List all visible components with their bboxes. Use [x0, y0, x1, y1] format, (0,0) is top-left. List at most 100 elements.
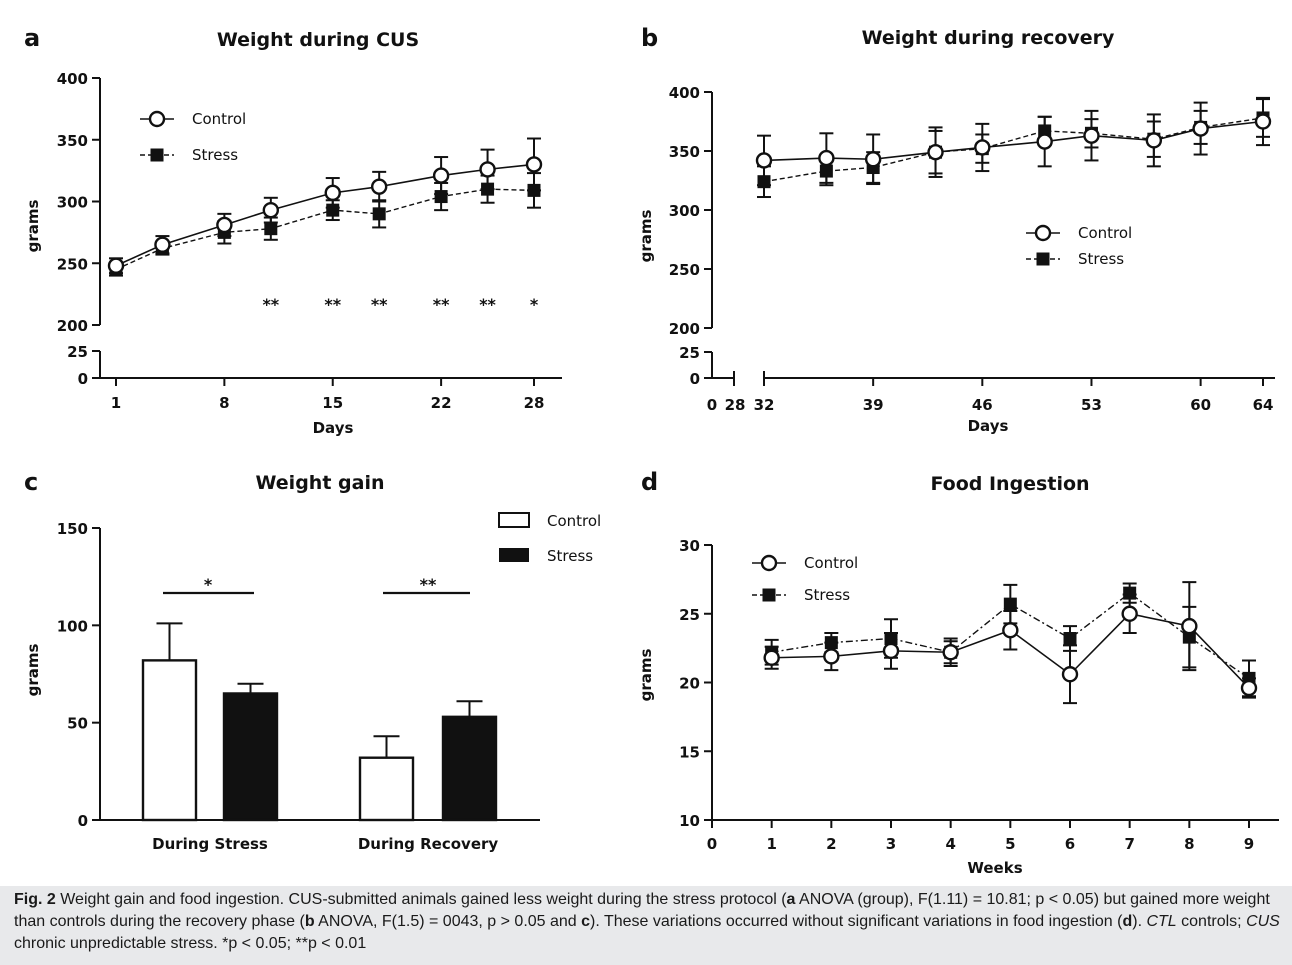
d-xtick-label-8: 8	[1184, 835, 1194, 853]
b-control-line	[763, 120, 1264, 162]
a-legend-control-label: Control	[192, 110, 246, 128]
a-xlabel: Days	[313, 419, 354, 437]
a-ytick-label-250: 250	[57, 255, 88, 273]
b-control-point-7	[1145, 132, 1163, 149]
panel-b-title: Weight during recovery	[862, 27, 1115, 49]
c-ytick-label-50: 50	[67, 715, 88, 733]
b-xtick-label-0: 0	[707, 396, 717, 414]
a-control-point-2	[216, 216, 233, 234]
caption-abbr-ctl: CTL	[1146, 913, 1177, 930]
a-xtick-label-15: 15	[322, 394, 343, 412]
b-xtick-label-28: 28	[725, 396, 746, 414]
b-xtick-label-60: 60	[1190, 396, 1211, 414]
a-stress-point-3	[264, 222, 278, 236]
a-control-point-5	[370, 178, 388, 195]
b-xlabel: Days	[968, 417, 1009, 435]
d-xtick-label-3: 3	[886, 835, 896, 853]
d-xtick-label-2: 2	[826, 835, 836, 853]
caption-text-2: ANOVA (group), F(1.11) = 10.81; p < 0.05…	[14, 891, 1270, 930]
b-xtick-label-64: 64	[1253, 396, 1274, 414]
d-control-point-7	[1181, 617, 1198, 635]
d-control-point-6	[1121, 605, 1138, 622]
panel-d-letter: d	[641, 468, 658, 496]
b-ylabel: grams	[637, 210, 655, 263]
caption-background	[0, 886, 1292, 965]
a-control-point-0	[107, 257, 125, 274]
a-stress-point-8	[527, 183, 541, 197]
b-ytick-label-25: 25	[679, 344, 700, 362]
a-stress-point-7	[481, 182, 495, 196]
a-control-point-3	[262, 201, 280, 219]
b-control-point-1	[818, 149, 835, 167]
a-ytick-label-0: 0	[78, 370, 88, 388]
d-ytick-label-10: 10	[679, 812, 700, 830]
a-legend-control-marker	[148, 110, 166, 128]
a-legend-stress-label: Stress	[192, 146, 238, 164]
b-ytick-label-0: 0	[690, 370, 700, 388]
b-ytick-label-200: 200	[669, 320, 700, 338]
d-control-point-4	[1002, 622, 1019, 639]
d-ytick-label-25: 25	[679, 606, 700, 624]
d-xtick-label-9: 9	[1244, 835, 1254, 853]
c-legend-stress-label: Stress	[547, 547, 593, 565]
b-control-point-2	[864, 151, 882, 168]
b-xtick-label-32: 32	[754, 396, 775, 414]
d-control-point-3	[942, 644, 959, 661]
panel-a-letter: a	[24, 24, 40, 52]
d-stress-point-2	[884, 632, 898, 645]
a-stress-point-4	[326, 203, 340, 217]
a-control-point-6	[432, 167, 450, 184]
b-xtick-label-53: 53	[1081, 396, 1102, 414]
d-xtick-label-0: 0	[707, 835, 717, 853]
b-xtick-label-39: 39	[863, 396, 884, 414]
caption-ref-d: d	[1122, 913, 1133, 930]
b-control-point-0	[755, 152, 773, 169]
c-significance-1: **	[420, 575, 437, 594]
b-stress-point-1	[819, 164, 833, 178]
b-control-point-3	[927, 143, 944, 161]
panel-c-letter: c	[24, 468, 38, 496]
a-control-point-8	[525, 156, 543, 173]
d-stress-point-4	[1003, 597, 1017, 611]
a-xtick-label-28: 28	[524, 394, 545, 412]
d-ylabel: grams	[637, 649, 655, 702]
b-control-point-5	[1036, 133, 1053, 150]
d-stress-point-6	[1123, 586, 1137, 600]
caption-abbr-cus: CUS	[1246, 913, 1280, 930]
b-stress-point-0	[757, 175, 771, 189]
d-control-point-0	[763, 649, 780, 666]
d-ytick-label-20: 20	[679, 675, 700, 693]
a-significance-1: **	[324, 295, 341, 314]
b-ytick-label-400: 400	[669, 84, 700, 102]
b-legend-stress-marker	[1036, 252, 1050, 266]
d-xtick-label-5: 5	[1005, 835, 1015, 853]
caption-text-7: chronic unpredictable stress. *p < 0.05;…	[14, 935, 367, 952]
c-ytick-label-150: 150	[57, 520, 88, 538]
figure-caption: Fig. 2 Weight gain and food ingestion. C…	[14, 889, 1282, 955]
a-control-point-1	[154, 236, 171, 253]
d-ytick-label-30: 30	[679, 537, 700, 555]
b-legend-control-marker	[1034, 224, 1052, 242]
a-control-point-7	[479, 161, 496, 178]
b-stress-line	[763, 117, 1264, 183]
panel-c-title: Weight gain	[256, 472, 385, 494]
b-xtick-label-46: 46	[972, 396, 993, 414]
b-control-point-8	[1192, 120, 1209, 137]
caption-text-1: Weight gain and food ingestion. CUS-subm…	[55, 891, 787, 908]
a-legend-stress-marker	[150, 148, 164, 162]
d-legend-control-marker	[760, 554, 778, 572]
a-xtick-label-8: 8	[219, 394, 229, 412]
d-control-point-2	[882, 642, 900, 660]
d-control-point-8	[1240, 679, 1258, 697]
caption-text-4: ). These variations occurred without sig…	[590, 913, 1123, 930]
a-ytick-label-400: 400	[57, 70, 88, 88]
d-legend-stress-marker	[762, 588, 776, 602]
c-category-label-1: During Recovery	[358, 835, 499, 853]
b-control-point-4	[974, 139, 991, 156]
caption-ref-c: c	[581, 913, 591, 930]
a-significance-3: **	[433, 295, 450, 314]
c-bar-control-0	[141, 659, 198, 822]
a-significance-0: **	[262, 295, 279, 314]
b-ytick-label-250: 250	[669, 261, 700, 279]
